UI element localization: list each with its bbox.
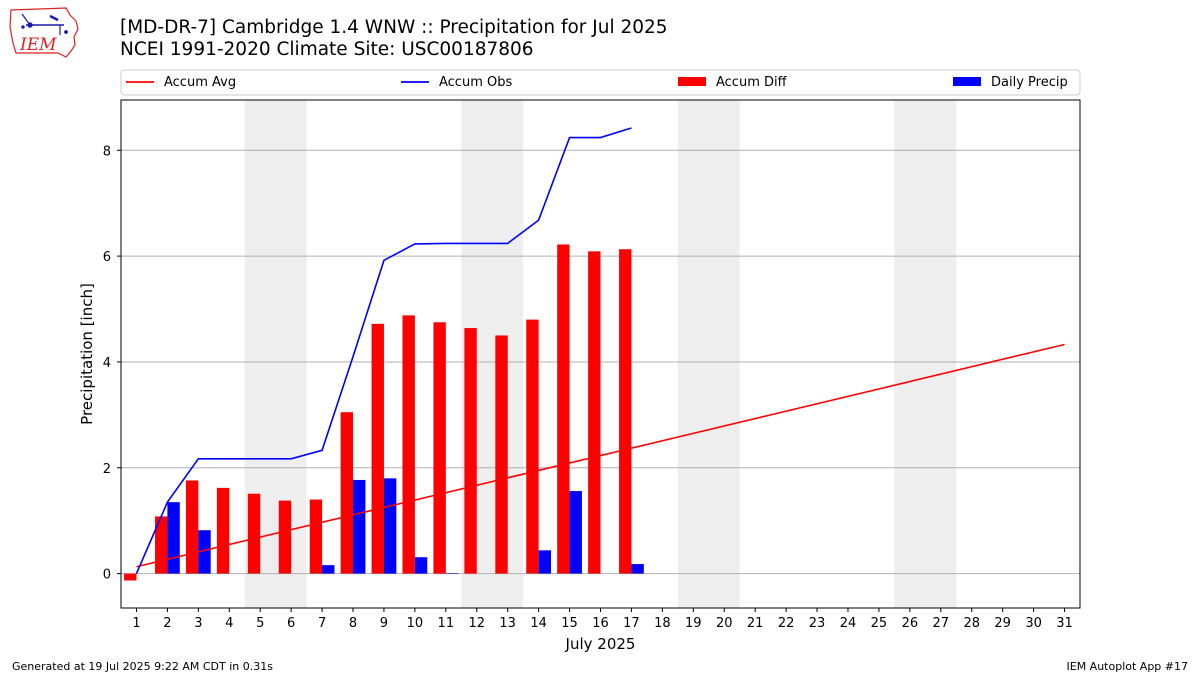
weekend-shade [677,100,740,608]
logo-text: IEM [19,35,57,55]
accum-diff-bar [185,480,199,574]
x-tick-label: 6 [287,616,295,631]
legend-daily-precip-swatch [953,77,981,86]
y-tick-label: 8 [103,144,111,159]
accum-diff-bar [371,323,384,574]
accum-diff-bar [402,315,415,574]
chart-subtitle: NCEI 1991-2020 Climate Site: USC00187806 [120,39,534,60]
x-tick-label: 4 [225,616,233,631]
x-tick-label: 29 [994,616,1011,631]
daily-precip-bar [353,479,366,574]
accum-diff-bar [557,244,570,574]
x-tick-label: 20 [716,616,733,631]
bars [124,244,644,581]
x-tick-label: 31 [1056,616,1073,631]
daily-precip-bar [631,564,644,574]
x-tick-label: 23 [809,616,826,631]
x-tick-label: 9 [380,616,388,631]
daily-precip-bar [538,550,552,574]
x-tick-label: 8 [349,616,357,631]
legend-daily-precip-label: Daily Precip [991,75,1068,90]
footer-app: IEM Autoplot App #17 [1066,660,1189,673]
x-tick-label: 7 [318,616,326,631]
weather-station-icon [21,13,68,35]
accum-diff-bar [340,412,354,574]
y-axis: 0 2 4 6 8 [103,144,121,583]
accum-diff-bar [526,319,539,574]
x-tick-label: 5 [256,616,264,631]
legend-box [120,69,1081,96]
x-tick-label: 30 [1025,616,1042,631]
daily-precip-bar [445,573,459,574]
legend-accum-diff-label: Accum Diff [716,75,788,90]
x-tick-label: 18 [654,616,671,631]
accum-diff-bar [247,493,261,574]
iowa-outline [9,7,79,58]
accum-diff-bar [495,335,508,574]
accum-avg-line [136,343,1065,568]
x-tick-label: 12 [468,616,485,631]
x-tick-label: 3 [194,616,202,631]
footer-generated: Generated at 19 Jul 2025 9:22 AM CDT in … [12,660,273,673]
iem-logo: IEM [9,7,79,58]
accum-diff-bar [433,322,446,574]
accum-diff-bar [619,249,632,574]
accum-diff-bar [124,573,137,581]
legend-accum-obs-label: Accum Obs [439,75,512,90]
x-tick-label: 21 [747,616,764,631]
daily-precip-bar [569,491,582,574]
series-lines [135,127,1065,574]
daily-precip-bar [414,557,428,574]
y-tick-label: 2 [103,462,111,477]
y-axis-label: Precipitation [inch] [78,283,96,425]
x-axis: 1 2 3 4 5 6 7 8 9 10 11 12 13 14 15 16 17 18 19 20 21 22 23 24 2… [132,608,1073,631]
x-axis-label: July 2025 [565,635,636,653]
daily-precip-bar [167,502,180,574]
accum-diff-bar [588,251,601,574]
x-tick-label: 13 [499,616,516,631]
x-tick-label: 22 [778,616,795,631]
x-tick-label: 14 [530,616,547,631]
x-tick-label: 16 [592,616,609,631]
y-tick-label: 4 [103,356,111,371]
legend-accum-avg-label: Accum Avg [164,75,236,90]
accum-diff-bar [309,499,323,574]
accum-obs-line [135,127,632,574]
daily-precip-bar [383,478,397,574]
legend-accum-diff-swatch [678,77,706,86]
x-tick-label: 17 [623,616,640,631]
x-tick-label: 15 [561,616,578,631]
y-tick-label: 6 [103,250,111,265]
daily-precip-bar [198,530,211,574]
accum-diff-bar [216,487,230,574]
weekend-shade [894,100,957,608]
x-tick-label: 11 [438,616,455,631]
accum-diff-bar [278,500,292,574]
chart-title: [MD-DR-7] Cambridge 1.4 WNW :: Precipita… [120,17,668,38]
x-tick-label: 1 [132,616,140,631]
x-tick-label: 27 [933,616,950,631]
x-tick-label: 24 [840,616,857,631]
y-tick-label: 0 [103,568,111,583]
x-tick-label: 26 [902,616,919,631]
x-tick-label: 25 [871,616,888,631]
daily-precip-bar [322,565,335,574]
x-tick-label: 2 [163,616,171,631]
x-tick-label: 10 [407,616,424,631]
x-tick-label: 19 [685,616,702,631]
legend: Accum Avg Accum Obs Accum Diff Daily Precip [120,69,1081,96]
x-tick-label: 28 [963,616,980,631]
accum-diff-bar [464,328,477,574]
